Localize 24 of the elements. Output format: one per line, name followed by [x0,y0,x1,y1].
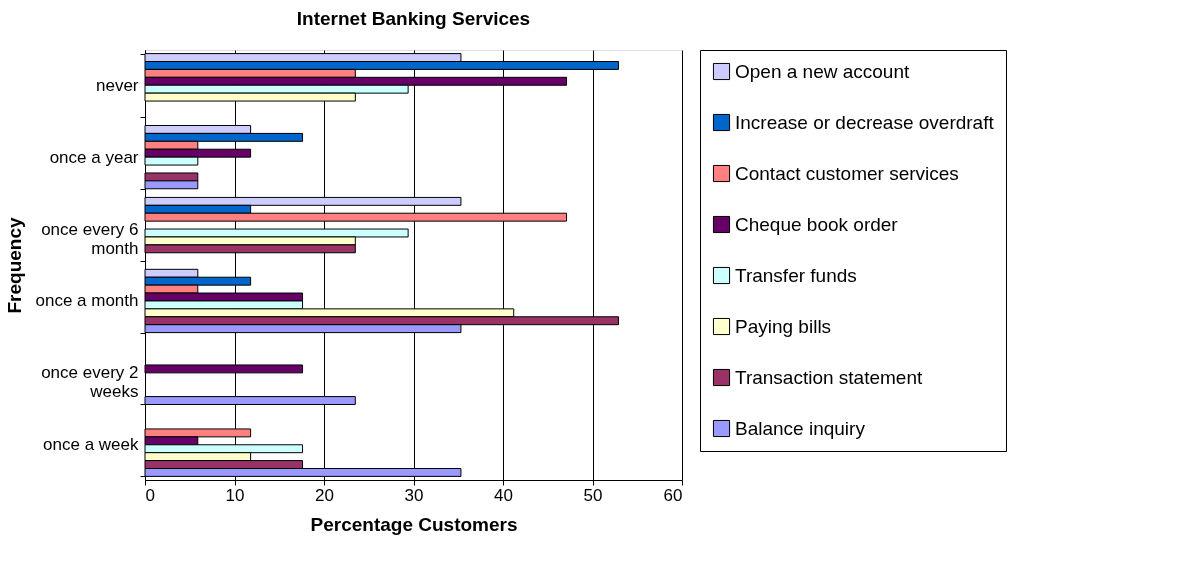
y-tick-label: once a week [43,435,139,455]
x-tick-label: 60 [663,485,683,505]
y-tick-label: once a month [35,291,139,311]
x-tick-label: 30 [404,485,424,505]
x-tick-label: 20 [315,485,334,505]
x-axis-title: Percentage Customers [310,513,518,535]
legend-label: Cheque book order [735,213,899,235]
legend-label: Contact customer services [735,162,959,184]
x-tick-label: 10 [225,485,245,505]
y-axis-title: Frequency [4,217,26,314]
x-tick-label: 40 [494,485,513,505]
y-tick-label: once every 2 weeks [41,363,139,402]
legend-label: Transfer funds [735,264,857,286]
chart-title: Internet Banking Services [296,8,531,29]
x-tick-label: 0 [145,485,155,505]
y-tick-label: once a year [49,147,139,167]
legend-label: Paying bills [735,315,832,337]
legend-label: Transaction statement [735,366,923,388]
y-tick-label: once every 6 month [41,219,139,258]
legend-label: Open a new account [735,60,911,82]
legend-label: Balance inquiry [735,417,866,439]
y-tick-label: never [95,75,139,95]
x-tick-label: 50 [583,485,603,505]
legend-label: Increase or decrease overdraft [735,111,995,133]
